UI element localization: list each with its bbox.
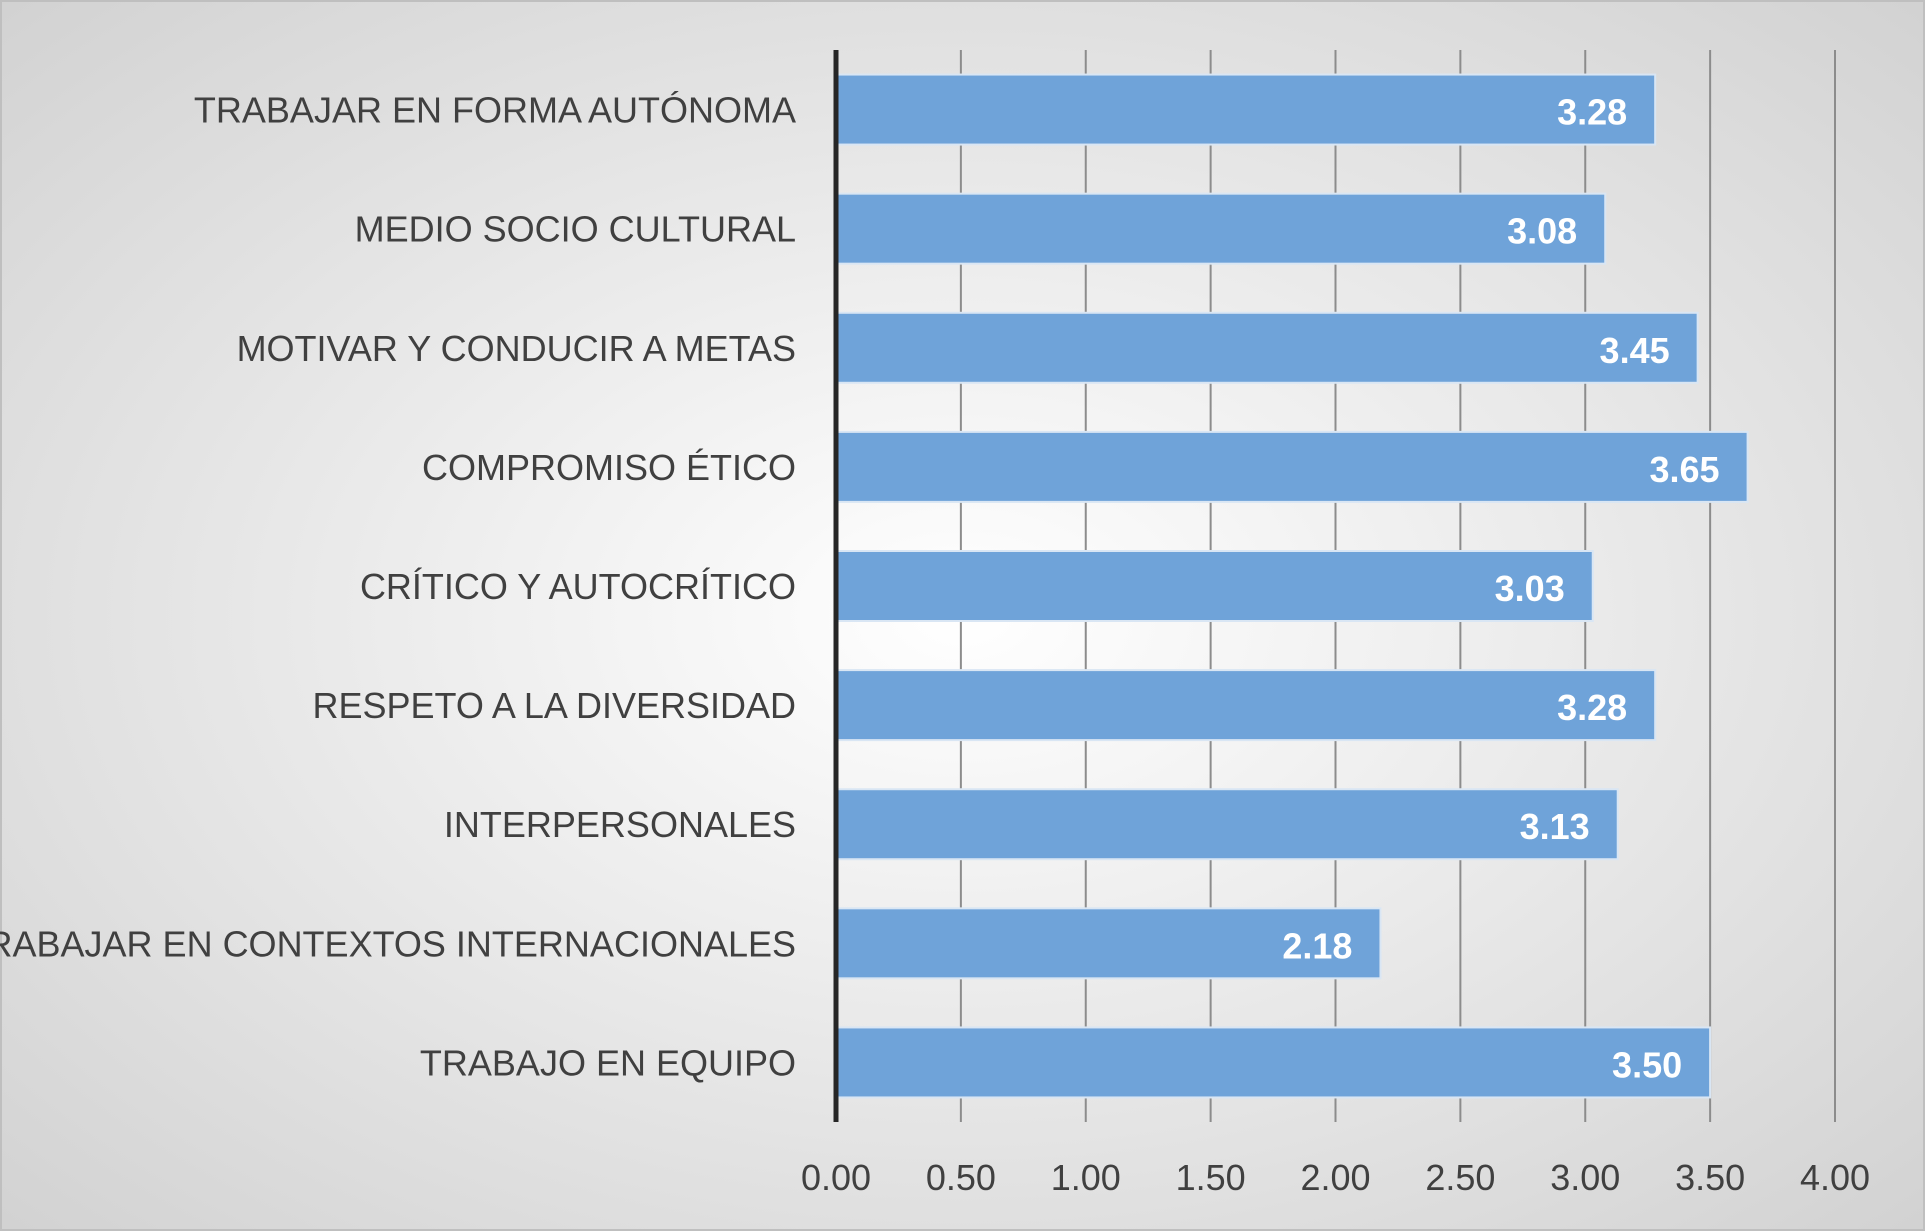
category-label: TRABAJO EN EQUIPO: [420, 1042, 796, 1083]
bar: [835, 73, 1657, 146]
x-tick-label: 0.00: [801, 1157, 871, 1198]
bar: [835, 192, 1607, 265]
data-label: 3.65: [1650, 449, 1720, 490]
x-tick-label: 1.00: [1051, 1157, 1121, 1198]
bar: [835, 1026, 1712, 1099]
x-tick-label: 4.00: [1800, 1157, 1870, 1198]
x-tick-label: 3.50: [1675, 1157, 1745, 1198]
category-label: TRABAJAR EN CONTEXTOS INTERNACIONALES: [0, 923, 796, 964]
data-label: 3.08: [1507, 211, 1577, 252]
data-label: 2.18: [1282, 925, 1352, 966]
data-label: 3.03: [1495, 568, 1565, 609]
x-tick-label: 2.00: [1300, 1157, 1370, 1198]
bar: [835, 907, 1382, 980]
category-label: CRÍTICO Y AUTOCRÍTICO: [360, 566, 796, 607]
x-tick-label: 1.50: [1176, 1157, 1246, 1198]
bar: [835, 430, 1749, 503]
bar: [835, 550, 1594, 622]
data-label: 3.13: [1520, 806, 1590, 847]
category-label: INTERPERSONALES: [444, 804, 796, 845]
bars: [835, 73, 1749, 1099]
category-label: MOTIVAR Y CONDUCIR A METAS: [237, 328, 796, 369]
data-label: 3.28: [1557, 687, 1627, 728]
x-tick-label: 2.50: [1425, 1157, 1495, 1198]
category-label: RESPETO A LA DIVERSIDAD: [312, 685, 796, 726]
x-tick-label: 3.00: [1550, 1157, 1620, 1198]
data-label: 3.45: [1600, 330, 1670, 371]
x-tick-label: 0.50: [926, 1157, 996, 1198]
category-label: MEDIO SOCIO CULTURAL: [355, 209, 796, 250]
bar: [835, 669, 1657, 742]
bar: [835, 311, 1699, 384]
bar: [835, 788, 1619, 861]
category-label: TRABAJAR EN FORMA AUTÓNOMA: [194, 90, 796, 131]
labels: 0.00 0.50 1.00 1.50 2.00 2.50 3.00 3.50 4.00 TRAB…: [0, 90, 1870, 1198]
data-label: 3.28: [1557, 92, 1627, 133]
data-label: 3.50: [1612, 1044, 1682, 1085]
category-label: COMPROMISO ÉTICO: [422, 447, 796, 488]
